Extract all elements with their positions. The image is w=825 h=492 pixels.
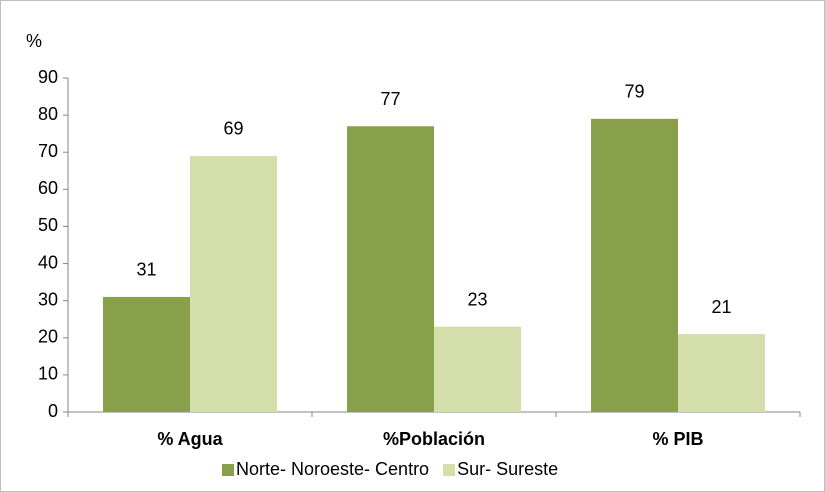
bar: [591, 118, 678, 413]
y-tick-label: 0: [48, 401, 58, 421]
y-tick-label: 40: [38, 252, 58, 272]
data-label: 77: [380, 89, 400, 109]
bar: [678, 334, 765, 412]
y-tick-label: 70: [38, 141, 58, 161]
data-label: 31: [136, 260, 156, 280]
y-tick-label: 90: [38, 67, 58, 87]
legend-label: Norte- Noroeste- Centro: [236, 459, 429, 479]
data-label: 23: [467, 289, 487, 309]
y-tick-label: 60: [38, 178, 58, 198]
data-label: 79: [624, 82, 644, 102]
data-label: 69: [223, 119, 243, 139]
bar: [103, 296, 190, 412]
data-label: 21: [711, 297, 731, 317]
legend-swatch: [443, 464, 456, 476]
legend-swatch: [222, 464, 234, 476]
x-tick-label: % PIB: [652, 429, 703, 449]
y-tick-label: 30: [38, 289, 58, 309]
y-tick-label: 50: [38, 215, 58, 235]
bar: [347, 126, 434, 412]
legend-label: Sur- Sureste: [457, 459, 558, 479]
x-tick-label: %Población: [383, 429, 485, 449]
bar: [434, 326, 521, 412]
y-axis-label: %: [26, 31, 42, 51]
y-tick-label: 10: [38, 364, 58, 384]
y-tick-label: 20: [38, 327, 58, 347]
y-tick-label: 80: [38, 104, 58, 124]
bar: [190, 155, 277, 412]
x-tick-label: % Agua: [157, 429, 223, 449]
